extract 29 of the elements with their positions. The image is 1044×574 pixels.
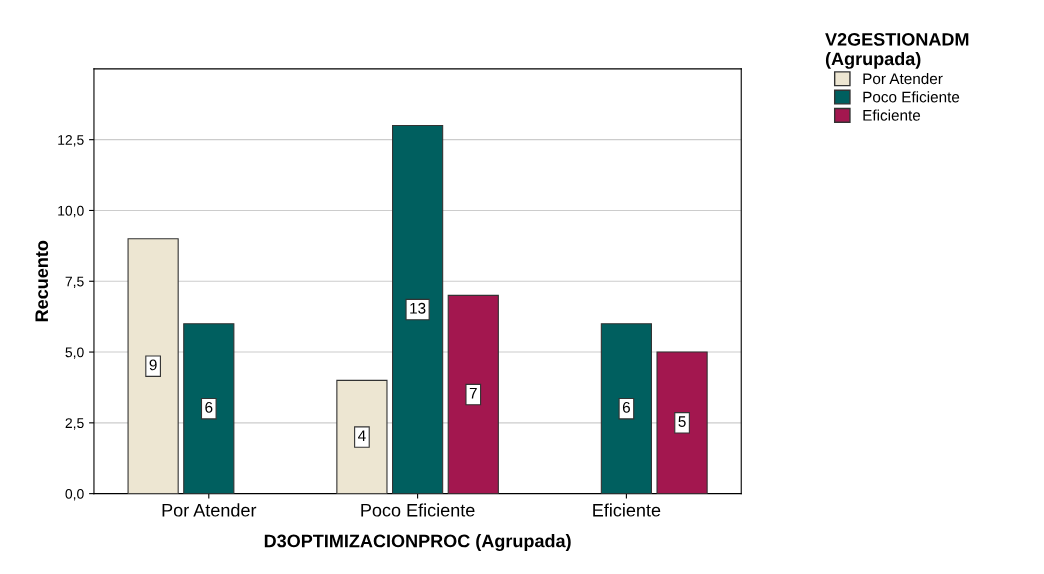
x-axis-title: D3OPTIMIZACIONPROC (Agrupada) [264, 534, 571, 551]
bar [447, 294, 499, 494]
bar [127, 238, 179, 494]
legend-label: Eficiente [863, 109, 921, 121]
y-tick-label: 12,5 [58, 135, 84, 147]
x-tick-label: Por Atender [162, 503, 257, 517]
data-label: 4 [358, 430, 366, 441]
data-label: 6 [205, 401, 213, 413]
data-label: 9 [149, 359, 157, 371]
data-label: 6 [622, 401, 630, 413]
legend-label: Poco Eficiente [863, 91, 960, 103]
bar [656, 351, 708, 494]
y-tick-label: 0,0 [65, 488, 84, 501]
x-tick-label: Eficiente [593, 503, 661, 517]
legend-title: V2GESTIONADM (Agrupada) [825, 32, 969, 69]
bar [183, 323, 235, 494]
data-label: 7 [469, 387, 477, 399]
bar [600, 323, 653, 494]
bar [391, 124, 444, 494]
y-axis-title: Recuento [35, 240, 49, 322]
y-tick-label: 2,5 [65, 418, 84, 430]
y-tick-label: 5,0 [65, 347, 84, 359]
y-tick-label: 7,5 [65, 276, 84, 289]
legend-label: Por Atender [863, 72, 943, 85]
x-tick-label: Poco Eficiente [361, 503, 475, 517]
bar [336, 379, 388, 494]
y-tick-label: 10,0 [58, 205, 84, 218]
data-label: 13 [410, 302, 426, 314]
data-label: 5 [678, 416, 686, 427]
